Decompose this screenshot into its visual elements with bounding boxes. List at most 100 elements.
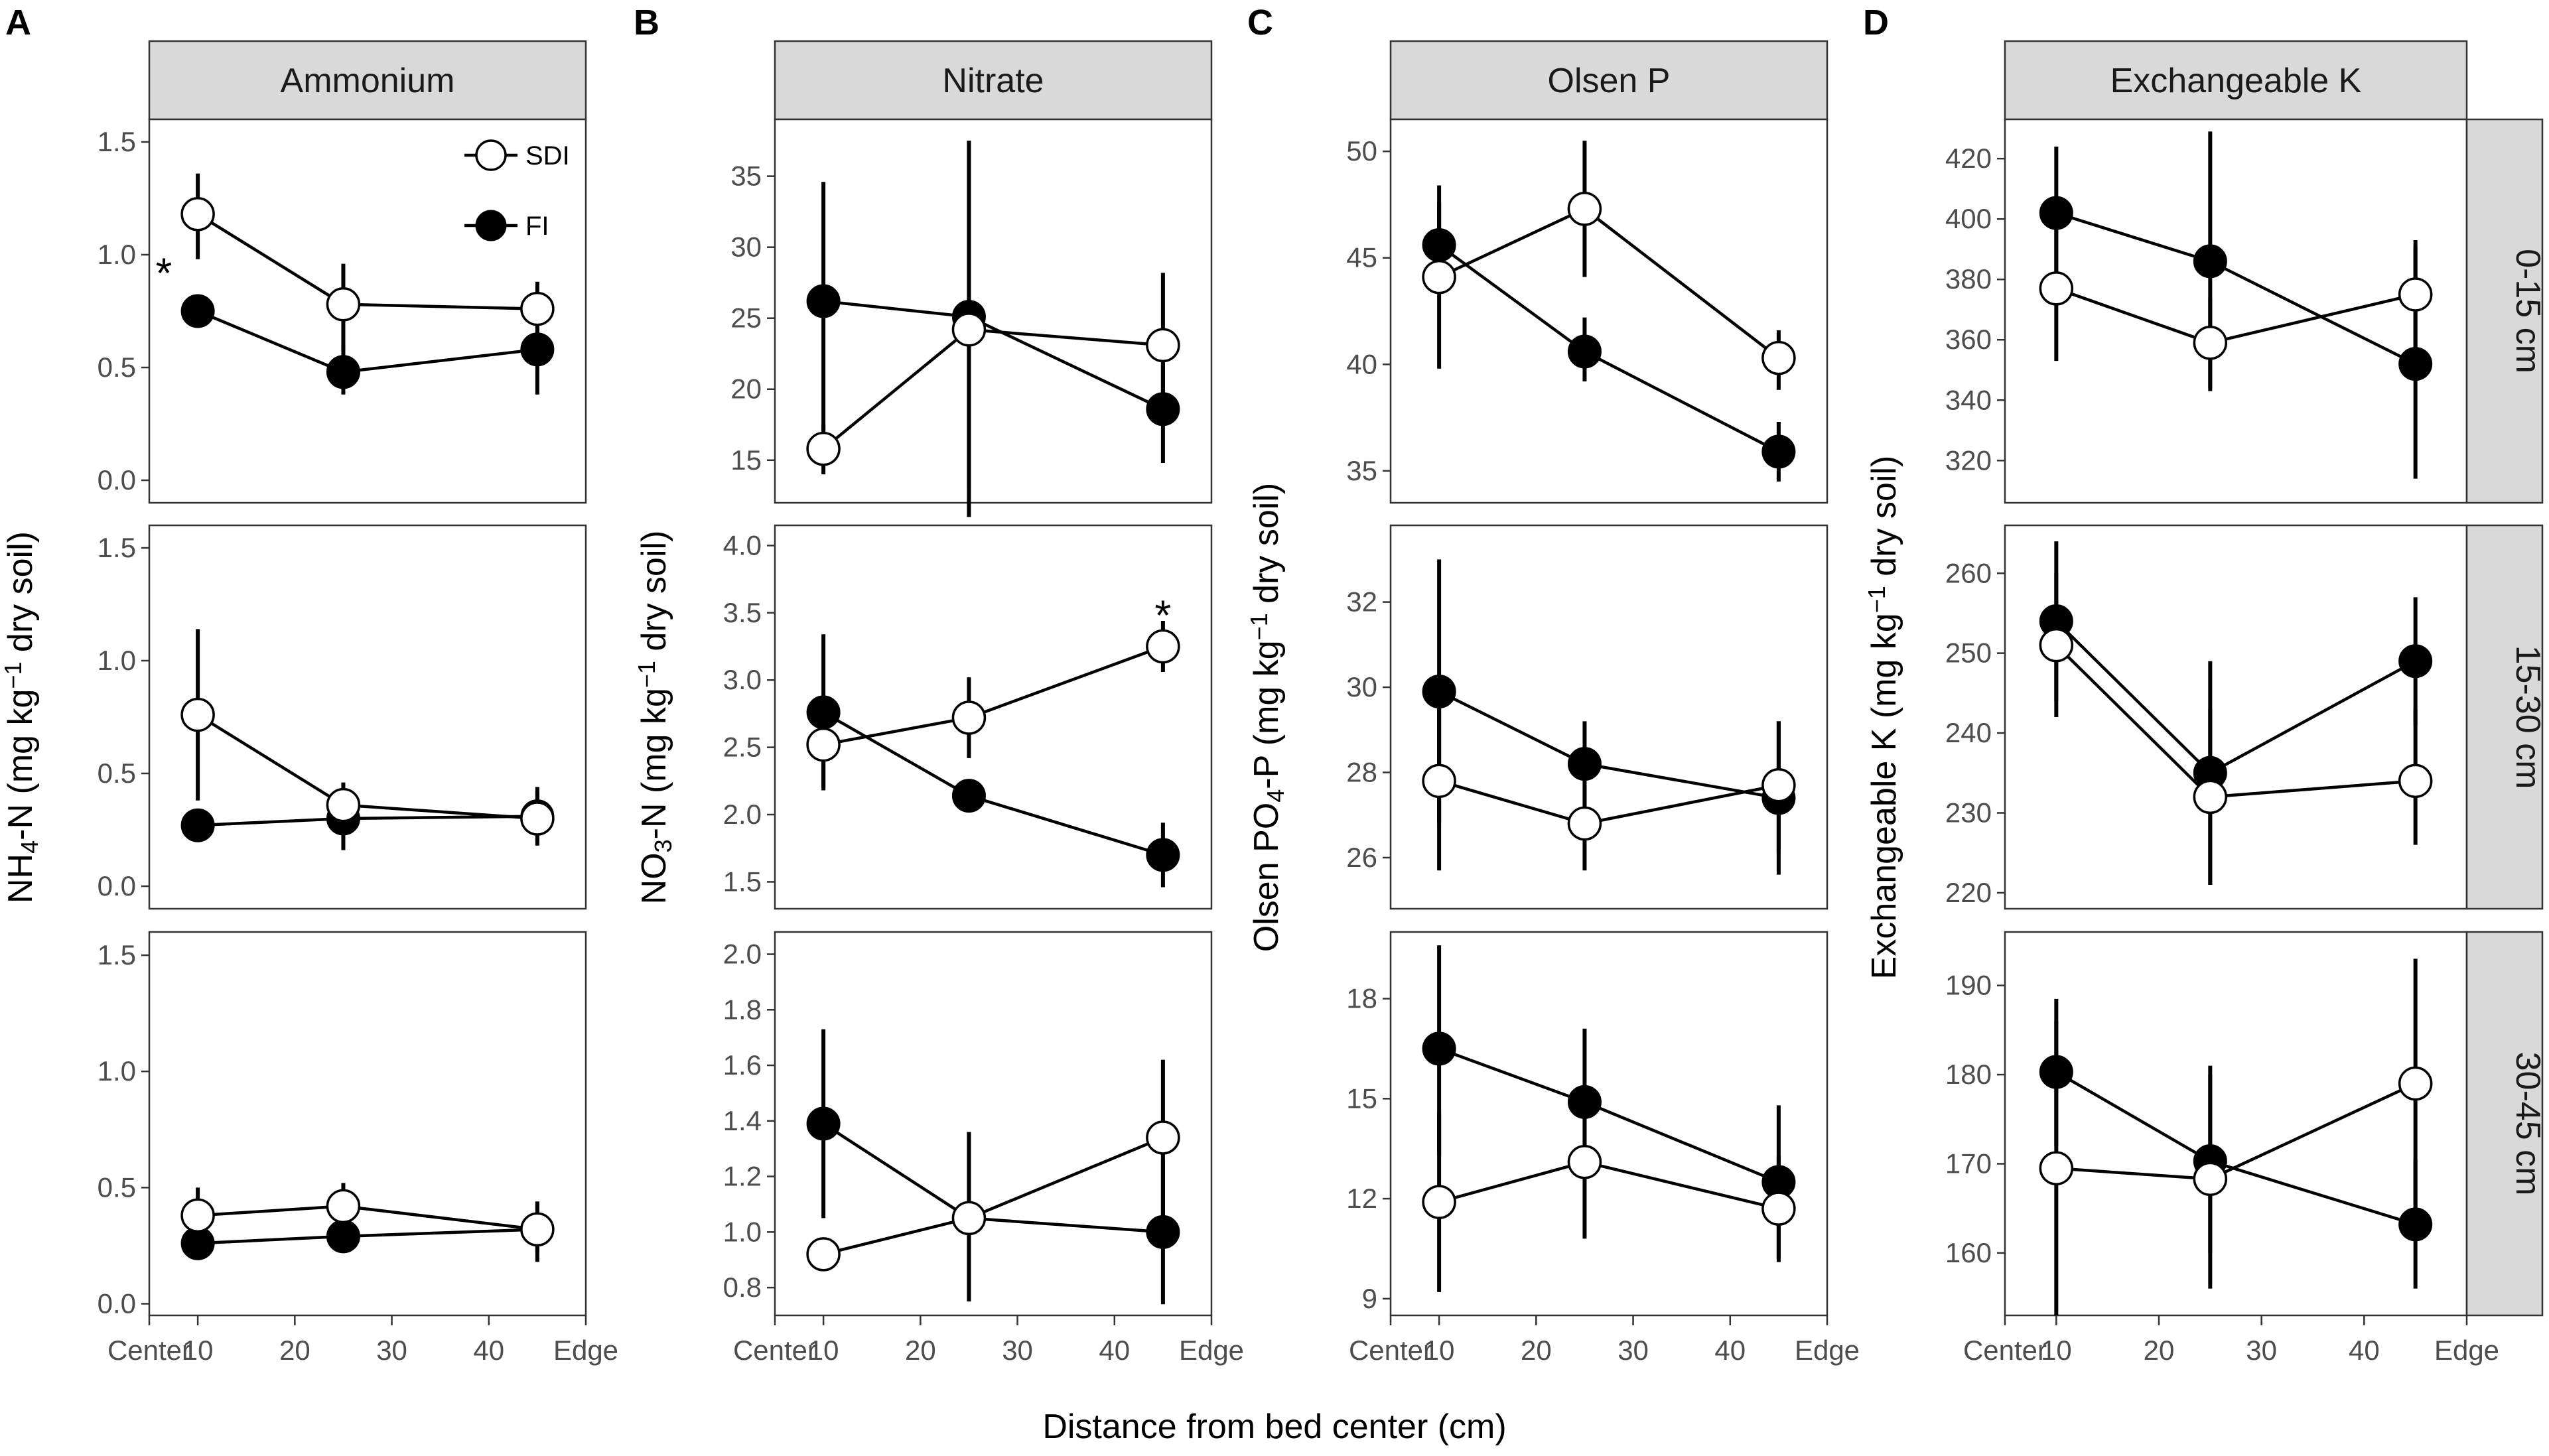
x-tick-label: Center: [107, 1335, 191, 1366]
y-tick-label: 1.5: [98, 939, 136, 970]
legend-label: FI: [525, 212, 549, 241]
y-tick-label: 250: [1945, 637, 1992, 669]
data-point-fi: [1567, 1085, 1602, 1119]
y-tick-label: 35: [1346, 455, 1377, 486]
plot-area: [1389, 524, 1828, 910]
data-point-fi: [2398, 644, 2433, 679]
data-point-sdi: [2193, 326, 2228, 360]
depth-strip-label: 30-45 cm: [2509, 1052, 2547, 1196]
y-axis-title: NH4-N (mg kg−1 dry soil): [0, 531, 43, 903]
data-point-fi: [2193, 244, 2227, 279]
x-tick-label: 30: [2246, 1335, 2277, 1366]
y-tick-label: 9: [1362, 1283, 1377, 1314]
data-point-fi: [2039, 196, 2073, 230]
y-tick-label: 230: [1945, 797, 1992, 828]
y-tick-label: 320: [1945, 444, 1992, 476]
panel-letter: D: [1863, 3, 1889, 42]
x-tick-label: 20: [905, 1335, 936, 1366]
data-point-fi: [1422, 228, 1456, 262]
panel-c: C Olsen P Olsen PO4-P (mg kg−1 dry soil) 35…: [1245, 3, 1860, 1366]
data-point-sdi: [806, 431, 841, 466]
x-axis-title: Distance from bed center (cm): [1042, 1408, 1506, 1446]
plot-area: [148, 118, 587, 504]
y-tick-label: 45: [1346, 242, 1377, 273]
facet-strip-label: Exchangeable K: [2110, 62, 2362, 100]
data-point-sdi: [951, 312, 987, 347]
y-axis-title-part: -N (mg kg: [1, 689, 40, 840]
y-tick-label: 32: [1346, 586, 1377, 618]
x-tick-label: 40: [1714, 1335, 1746, 1366]
y-tick-label: 15: [730, 444, 762, 476]
facet-cell: 1.5 2.0 2.5 3.0 3.5 4.0 *: [723, 524, 1213, 910]
legend-label: SDI: [525, 141, 570, 170]
x-tick-label: 40: [2349, 1335, 2380, 1366]
data-point-fi: [180, 808, 215, 842]
data-point-sdi: [520, 291, 555, 326]
data-point-fi: [2398, 1207, 2433, 1242]
x-tick-label: Center: [1963, 1335, 2047, 1366]
y-tick-label: 1.0: [98, 645, 136, 676]
x-tick-label: 10: [182, 1335, 214, 1366]
y-tick-label: 420: [1945, 143, 1992, 174]
y-tick-label: 180: [1945, 1059, 1992, 1090]
y-tick-label: 0.5: [98, 758, 136, 789]
y-axis-title: Olsen PO4-P (mg kg−1 dry soil): [1245, 483, 1289, 952]
y-tick-label: 1.0: [723, 1216, 762, 1247]
y-axis-title-part: 3: [650, 839, 677, 852]
plot-area: [1389, 931, 1828, 1317]
x-tick-label: 30: [1002, 1335, 1033, 1366]
data-point-fi: [326, 1219, 360, 1254]
data-point-sdi: [180, 697, 215, 732]
data-point-fi: [806, 284, 841, 318]
legend-key-point: [475, 210, 507, 241]
y-tick-label: 1.2: [723, 1161, 762, 1192]
y-tick-label: 4.0: [723, 529, 762, 561]
y-tick-label: 0.0: [98, 870, 136, 901]
y-tick-label: 20: [730, 373, 762, 405]
y-axis-title-part: −1: [1245, 613, 1273, 640]
y-tick-label: 1.5: [723, 866, 762, 897]
data-point-fi: [951, 779, 986, 813]
depth-strip: [2465, 524, 2544, 910]
x-tick-label: 40: [1099, 1335, 1130, 1366]
y-tick-label: 0.5: [98, 352, 136, 383]
data-point-fi: [1146, 392, 1180, 427]
data-point-fi: [1146, 1215, 1180, 1249]
data-point-sdi: [1761, 1191, 1796, 1226]
data-point-sdi: [1422, 259, 1456, 295]
plot-area: [2004, 118, 2468, 504]
facet-cell: 0.0 0.5 1.0 1.5: [98, 931, 587, 1319]
plot-area: [2004, 931, 2468, 1317]
plot-area: [774, 118, 1213, 504]
facet-cell: 15 20 25 30 35: [730, 118, 1213, 517]
facet-cell: 160 170 180 190 30-45 cm: [1945, 931, 2547, 1317]
data-point-sdi: [2398, 277, 2433, 312]
y-tick-label: 3.5: [723, 597, 762, 628]
plot-area: [2004, 524, 2468, 910]
significance-marker: *: [155, 249, 172, 297]
y-tick-label: 15: [1346, 1083, 1377, 1114]
y-tick-label: 1.6: [723, 1049, 762, 1081]
data-point-sdi: [2039, 271, 2074, 306]
legend: SDI FI: [464, 139, 570, 241]
plot-area: [774, 524, 1213, 910]
facet-strip-label: Olsen P: [1548, 62, 1671, 100]
data-point-fi: [1567, 747, 1602, 781]
y-tick-label: 12: [1346, 1183, 1377, 1214]
y-tick-label: 35: [730, 161, 762, 192]
y-axis-title-part: −1: [1863, 586, 1890, 613]
x-tick-label: Edge: [553, 1335, 618, 1366]
y-axis-title-part: dry soil): [1, 531, 40, 661]
facet-cell: 0.0 0.5 1.0 1.5 *: [98, 118, 587, 504]
y-axis-title-part: -P (mg kg: [1247, 640, 1286, 789]
x-tick-label: Edge: [1179, 1335, 1244, 1366]
facet-cell: 26 28 30 32: [1346, 524, 1828, 910]
plot-area: [148, 524, 587, 910]
data-point-fi: [1422, 674, 1456, 708]
data-point-fi: [806, 1106, 841, 1141]
data-point-fi: [326, 355, 360, 389]
data-point-fi: [520, 332, 555, 367]
y-tick-label: 26: [1346, 842, 1377, 873]
y-tick-label: 28: [1346, 756, 1377, 787]
depth-strip-label: 0-15 cm: [2509, 249, 2547, 373]
